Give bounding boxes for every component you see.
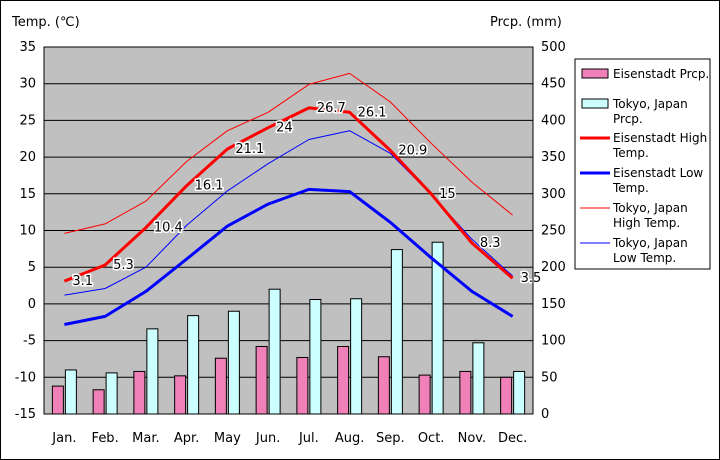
data-label: 26.7 <box>317 101 346 116</box>
precip-tick-label: 500 <box>541 40 566 55</box>
legend-label: Eisenstadt Low Temp. <box>612 166 703 195</box>
temp-tick-label: 20 <box>19 150 36 165</box>
data-label: 20.9 <box>398 143 427 158</box>
month-label: Jan. <box>51 431 76 446</box>
month-label: Dec. <box>498 431 527 446</box>
data-label: 24 <box>276 121 293 136</box>
data-label: 3.5 <box>521 271 542 286</box>
month-label: Nov. <box>458 431 487 446</box>
month-label: Aug. <box>335 431 365 446</box>
legend: Eisenstadt Prcp. Tokyo, Japan Prcp. Eisenst… <box>574 58 711 270</box>
precip-bar <box>105 372 118 415</box>
temp-tick-label: 30 <box>19 77 36 92</box>
month-label: Sep. <box>376 431 405 446</box>
data-label: 26.1 <box>358 105 387 120</box>
temp-tick-label: 10 <box>19 224 36 239</box>
temp-series-line <box>64 187 514 326</box>
legend-label: Tokyo, Japan Low Temp. <box>612 236 688 265</box>
month-label: May <box>214 431 241 446</box>
precip-tick-label: 400 <box>541 113 566 128</box>
legend-label: Eisenstadt Prcp. <box>613 67 709 81</box>
temp-tick-label: 0 <box>28 297 36 312</box>
precip-tick-label: 150 <box>541 297 566 312</box>
precip-bars <box>51 241 526 415</box>
month-label: Jul. <box>298 431 319 446</box>
temp-axis-title: Temp. (℃) <box>11 15 80 30</box>
month-label: Apr. <box>174 431 199 446</box>
month-label: Oct. <box>418 431 445 446</box>
precip-bar <box>133 370 146 415</box>
data-label: 10.4 <box>154 221 183 236</box>
temp-tick-label: 25 <box>19 113 36 128</box>
precip-bar <box>64 369 77 415</box>
legend-label: Tokyo, Japan High Temp. <box>612 201 688 230</box>
temp-lines <box>63 72 514 326</box>
precip-bar <box>255 345 268 415</box>
legend-swatch <box>581 98 609 109</box>
precip-bar <box>513 370 526 415</box>
precip-tick-label: 300 <box>541 187 566 202</box>
precip-bar <box>350 298 363 415</box>
legend-box <box>574 58 711 270</box>
month-axis: Jan. Feb. Mar. Apr. May Jun. Jul. Aug. Sep. Oct. N… <box>51 431 527 446</box>
data-label: 16.1 <box>195 179 224 194</box>
data-label: 15 <box>439 187 456 202</box>
precip-tick-label: 200 <box>541 260 566 275</box>
precip-bar <box>227 310 240 415</box>
temp-tick-label: -15 <box>15 407 36 422</box>
precip-tick-label: 450 <box>541 77 566 92</box>
month-label: Jun. <box>255 431 280 446</box>
precip-bar <box>296 356 309 415</box>
precip-bar <box>92 389 105 415</box>
temp-tick-label: 15 <box>19 187 36 202</box>
precip-bar <box>309 298 322 415</box>
legend-label: Tokyo, Japan Prcp. <box>612 97 688 126</box>
precip-bar <box>51 385 64 415</box>
data-label: 5.3 <box>113 258 134 273</box>
precip-tick-label: 50 <box>541 370 558 385</box>
legend-label: Eisenstadt High Temp. <box>612 131 707 160</box>
precip-tick-label: 250 <box>541 224 566 239</box>
data-label: 3.1 <box>72 274 93 289</box>
precip-tick-label: 100 <box>541 334 566 349</box>
high-temp-data-labels: 3.1 5.3 10.4 16.1 21.1 24 26.7 26.1 20.9 15 8.3 3.5 <box>71 99 543 290</box>
precip-bar <box>500 376 513 415</box>
temp-axis: 35 30 25 20 15 10 5 0 -5 -10 -15 <box>15 40 36 422</box>
data-label: 21.1 <box>235 142 264 157</box>
data-label: 8.3 <box>480 236 501 251</box>
month-label: Mar. <box>132 431 159 446</box>
precip-bar <box>377 356 390 415</box>
temp-series-line <box>64 72 513 234</box>
precip-bar <box>337 345 350 415</box>
precip-bar <box>472 342 485 415</box>
precip-bar <box>390 249 403 415</box>
temp-tick-label: 35 <box>19 40 36 55</box>
precip-bar <box>268 288 281 415</box>
temp-tick-label: -5 <box>23 334 36 349</box>
month-label: Feb. <box>92 431 119 446</box>
temp-series-line <box>63 106 514 283</box>
precip-bar <box>214 357 227 415</box>
precip-axis-title: Prcp. (mm) <box>490 15 562 30</box>
temp-tick-label: 5 <box>28 260 36 275</box>
legend-swatch <box>581 68 609 79</box>
precip-bar <box>187 315 200 415</box>
precip-tick-label: 350 <box>541 150 566 165</box>
precip-tick-label: 0 <box>541 407 549 422</box>
precip-bar <box>174 375 187 415</box>
temp-tick-label: -10 <box>15 370 36 385</box>
plot-frame <box>43 46 534 415</box>
precip-bar <box>459 370 472 415</box>
precip-bar <box>418 374 431 415</box>
precip-bar <box>146 328 159 415</box>
